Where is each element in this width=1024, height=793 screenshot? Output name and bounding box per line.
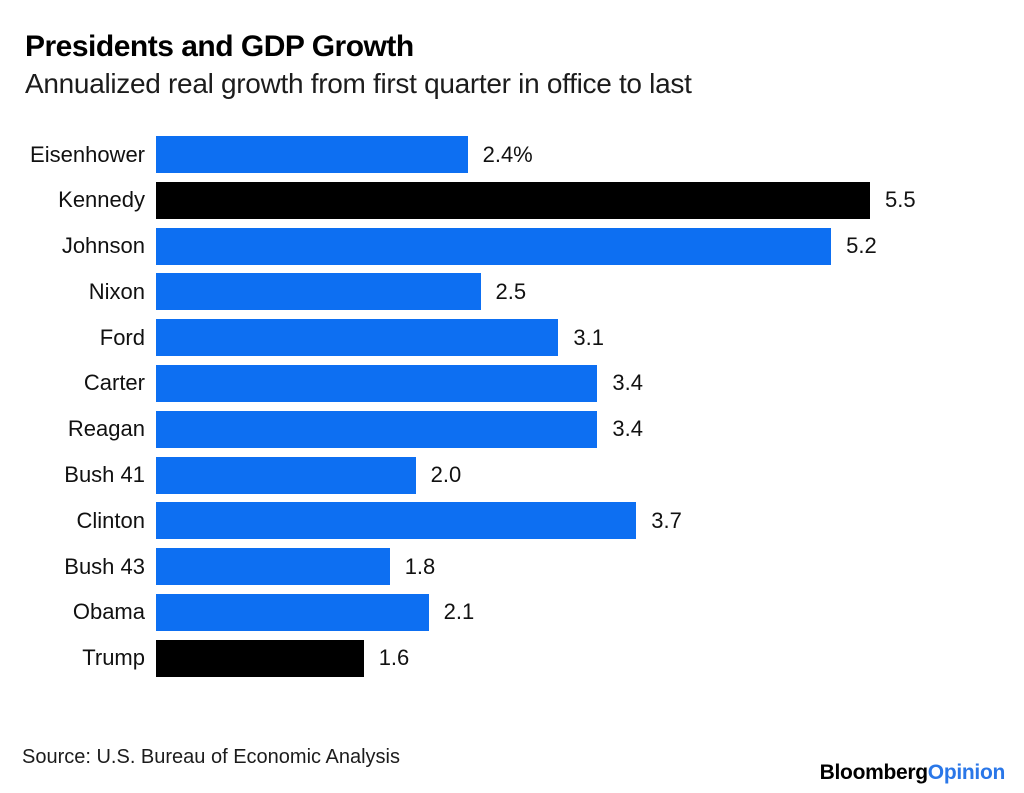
bar-category-label: Kennedy bbox=[58, 187, 145, 213]
bar-row: Reagan 3.4 bbox=[0, 410, 1024, 448]
bar bbox=[156, 639, 364, 677]
bar-value-label: 3.4 bbox=[612, 416, 643, 442]
bar-value-label: 2.0 bbox=[430, 462, 462, 488]
bar bbox=[156, 364, 598, 402]
bar-row: Bush 41 2.0 bbox=[0, 456, 1024, 494]
bloomberg-opinion-logo: BloombergOpinion bbox=[819, 761, 1006, 785]
bar-row: Trump 1.6 bbox=[0, 639, 1024, 677]
bar-category-label: Trump bbox=[82, 645, 145, 671]
bar-value-label: 5.5 bbox=[885, 187, 916, 213]
source-attribution: Source: U.S. Bureau of Economic Analysis bbox=[22, 746, 400, 768]
bar bbox=[156, 548, 390, 586]
bar-value-label: 1.8 bbox=[404, 553, 436, 579]
bar-value-label: 3.4 bbox=[612, 370, 643, 396]
bar bbox=[156, 502, 637, 540]
bar-value-label: 5.2 bbox=[846, 233, 877, 259]
bar bbox=[156, 319, 559, 357]
bar-value-label: 2.5 bbox=[495, 278, 527, 304]
bar-category-label: Clinton bbox=[76, 507, 145, 533]
bar-value-label: 2.1 bbox=[443, 599, 475, 625]
bar-row: Kennedy 5.5 bbox=[0, 181, 1024, 219]
chart-title: Presidents and GDP Growth bbox=[25, 30, 414, 63]
bar-chart: Eisenhower 2.4% Kennedy 5.5 Johnson 5.2 Nixon 2… bbox=[0, 136, 1024, 677]
bar-category-label: Eisenhower bbox=[30, 141, 145, 167]
bar bbox=[156, 227, 832, 265]
bar-category-label: Nixon bbox=[88, 278, 145, 304]
bar bbox=[156, 136, 468, 173]
bar-category-label: Ford bbox=[99, 324, 145, 350]
chart-subtitle: Annualized real growth from first quarte… bbox=[25, 68, 692, 99]
bar-value-label: 2.4% bbox=[482, 141, 533, 167]
bar bbox=[156, 410, 598, 448]
bar-row: Clinton 3.7 bbox=[0, 502, 1024, 540]
bar-value-label: 3.7 bbox=[651, 507, 682, 533]
bar-row: Ford 3.1 bbox=[0, 319, 1024, 357]
bar-category-label: Bush 43 bbox=[64, 553, 145, 579]
bar bbox=[156, 456, 416, 494]
bar bbox=[156, 593, 429, 631]
bar bbox=[156, 273, 481, 311]
bloomberg-wordmark: Bloomberg bbox=[819, 761, 928, 784]
bar-row: Nixon 2.5 bbox=[0, 273, 1024, 311]
bar-category-label: Obama bbox=[72, 599, 145, 625]
bar-category-label: Reagan bbox=[67, 416, 145, 442]
bar bbox=[156, 181, 870, 219]
bar-category-label: Johnson bbox=[61, 233, 145, 259]
bar-category-label: Carter bbox=[83, 370, 145, 396]
bar-row: Obama 2.1 bbox=[0, 593, 1024, 631]
bar-row: Bush 43 1.8 bbox=[0, 548, 1024, 586]
bar-category-label: Bush 41 bbox=[64, 462, 145, 488]
bar-value-label: 3.1 bbox=[573, 324, 604, 350]
bar-row: Eisenhower 2.4% bbox=[0, 136, 1024, 173]
opinion-wordmark: Opinion bbox=[927, 761, 1006, 784]
bar-row: Johnson 5.2 bbox=[0, 227, 1024, 265]
bar-row: Carter 3.4 bbox=[0, 364, 1024, 402]
bar-value-label: 1.6 bbox=[378, 645, 410, 671]
